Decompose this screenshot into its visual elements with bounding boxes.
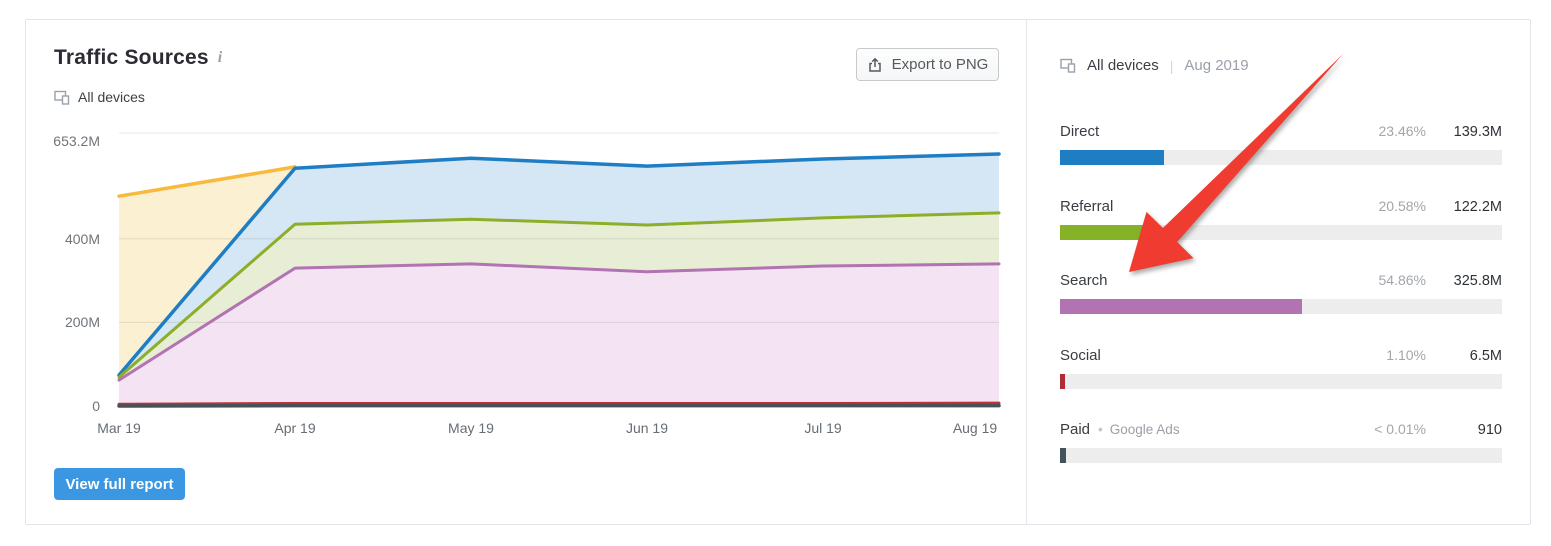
- x-axis-label: May 19: [448, 420, 494, 436]
- traffic-source-row: Social 1.10% 6.5M: [1060, 337, 1502, 412]
- x-axis-label: Jul 19: [804, 420, 842, 436]
- series-line-direct-cumulative: [117, 152, 1001, 377]
- traffic-source-row: Referral 20.58% 122.2M: [1060, 188, 1502, 263]
- traffic-source-row: Direct 23.46% 139.3M: [1060, 113, 1502, 188]
- y-axis-label: 200M: [64, 314, 100, 331]
- traffic-source-row: Search 54.86% 325.8M: [1060, 262, 1502, 337]
- source-bar-track: [1060, 150, 1502, 165]
- traffic-rows: Direct 23.46% 139.3M Referral 20.58% 122…: [1060, 113, 1502, 486]
- source-percent: 54.86%: [1378, 272, 1426, 288]
- view-full-report-button[interactable]: View full report: [54, 468, 185, 500]
- source-percent: 23.46%: [1378, 123, 1426, 139]
- source-percent: 20.58%: [1378, 197, 1426, 214]
- devices-icon: [54, 90, 70, 105]
- source-percent: < 0.01%: [1374, 421, 1426, 437]
- source-label: Direct: [1060, 123, 1100, 140]
- x-axis-label: Aug 19: [952, 420, 998, 436]
- y-axis-label: 0: [92, 398, 100, 414]
- source-bar-fill: [1060, 224, 1151, 240]
- area-fill-direct-cumulative: [119, 154, 999, 378]
- source-bar-track: [1060, 299, 1502, 314]
- panel-period-label: Aug 2019: [1184, 57, 1249, 74]
- source-value: 325.8M: [1453, 273, 1502, 289]
- source-sublabel: • Google Ads: [1098, 422, 1180, 437]
- panel-device-filter-label: All devices: [1087, 57, 1159, 74]
- y-axis-label: 400M: [64, 230, 100, 247]
- y-axis-label: 653.2M: [53, 133, 100, 149]
- device-filter-label: All devices: [78, 89, 145, 105]
- source-label: Referral: [1060, 197, 1114, 215]
- source-bar-fill: [1060, 299, 1303, 314]
- source-value: 6.5M: [1469, 347, 1502, 364]
- source-value: 122.2M: [1453, 198, 1502, 215]
- source-bar-fill: [1060, 373, 1065, 389]
- source-bar-track: [1060, 373, 1502, 389]
- source-value: 910: [1477, 422, 1502, 438]
- panel-header: All devices | Aug 2019: [1060, 57, 1249, 74]
- device-filter: All devices: [54, 89, 145, 105]
- export-png-button[interactable]: Export to PNG: [856, 48, 999, 81]
- source-label: Paid: [1060, 421, 1091, 438]
- page-title: Traffic Sources: [54, 46, 209, 69]
- area-fill-referral-cumulative: [119, 212, 999, 381]
- source-label: Search: [1060, 272, 1108, 289]
- series-line-search: [117, 262, 1001, 382]
- export-button-label: Export to PNG: [891, 56, 989, 73]
- x-axis-label: Mar 19: [97, 420, 141, 436]
- source-percent: 1.10%: [1386, 346, 1426, 363]
- x-axis-label: Apr 19: [274, 420, 316, 436]
- source-bar-track: [1060, 224, 1502, 240]
- header-separator: |: [1169, 57, 1174, 74]
- widget-header: Traffic Sources i: [54, 45, 222, 71]
- traffic-source-row: Paid • Google Ads < 0.01% 910: [1060, 411, 1502, 486]
- bullet-separator: •: [1098, 422, 1103, 437]
- series-line-referral-cumulative: [117, 211, 1001, 379]
- source-bar-fill: [1060, 448, 1066, 463]
- source-label: Social: [1060, 346, 1101, 364]
- x-axis-label: Jun 19: [625, 420, 669, 436]
- section-divider: [1026, 19, 1027, 525]
- series-line-total-legacy: [117, 165, 297, 198]
- export-icon: [868, 57, 881, 72]
- traffic-trend-chart[interactable]: [117, 131, 1001, 416]
- source-bar-track: [1060, 448, 1502, 463]
- devices-icon: [1060, 58, 1076, 73]
- info-icon[interactable]: i: [217, 49, 223, 66]
- source-value: 139.3M: [1453, 124, 1502, 140]
- source-bar-fill: [1060, 150, 1164, 165]
- series-line-social: [117, 401, 1001, 406]
- view-report-label: View full report: [65, 475, 174, 493]
- area-fill-search: [119, 263, 999, 405]
